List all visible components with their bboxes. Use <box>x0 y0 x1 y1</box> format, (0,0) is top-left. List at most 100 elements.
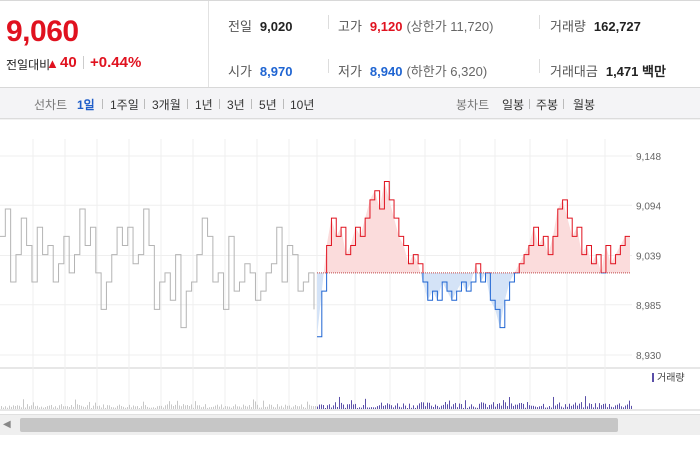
period-1y-tab[interactable]: 1년 <box>195 98 213 112</box>
volume-panel: 거래량 <box>1 372 685 409</box>
volume-bar <box>521 402 522 409</box>
volume-bar <box>589 403 590 409</box>
volume-bar <box>213 406 214 409</box>
volume-bar <box>139 407 140 409</box>
series-today-down-line <box>317 272 607 338</box>
period-1w-tab[interactable]: 1주일 <box>110 98 139 112</box>
volume-bar <box>367 407 368 409</box>
volume-bar <box>403 403 404 409</box>
volume-bar <box>363 405 364 409</box>
stat-value: 9,020 <box>259 19 293 34</box>
volume-bar <box>399 406 400 409</box>
series-today-up-line <box>326 181 630 273</box>
volume-bar <box>413 405 414 409</box>
volume-bar <box>601 405 602 409</box>
volume-bar <box>527 402 528 409</box>
volume-bar <box>127 407 128 409</box>
volume-bar <box>525 407 526 409</box>
period-10y-tab[interactable]: 10년 <box>290 98 315 112</box>
volume-bar <box>45 407 46 409</box>
volume-bar <box>209 407 210 409</box>
volume-bar <box>463 407 464 409</box>
volume-bar <box>51 404 52 409</box>
down-area-fill <box>317 272 515 337</box>
volume-bar <box>3 407 4 409</box>
volume-bar <box>507 406 508 409</box>
volume-bar <box>509 397 510 409</box>
volume-bar <box>523 403 524 409</box>
volume-bar <box>35 406 36 409</box>
volume-bar <box>351 400 352 409</box>
change-percent: +0.44% <box>90 54 142 71</box>
period-3y-tab[interactable]: 3년 <box>227 98 245 112</box>
volume-bar <box>121 406 122 409</box>
period-daily-candle-tab[interactable]: 일봉 <box>502 98 525 112</box>
volume-bar <box>95 402 96 409</box>
divider <box>539 15 540 29</box>
volume-legend-label: 거래량 <box>657 372 685 384</box>
volume-bar <box>1 406 2 409</box>
volume-bar <box>111 407 112 409</box>
volume-bar <box>535 406 536 409</box>
volume-bar <box>271 404 272 409</box>
divider <box>529 99 530 109</box>
volume-bar <box>575 402 576 409</box>
up-area-fill <box>317 181 630 273</box>
volume-bar <box>595 403 596 409</box>
volume-bar <box>435 404 436 409</box>
volume-bar <box>29 406 30 409</box>
volume-bar <box>457 407 458 409</box>
volume-bar <box>81 405 82 409</box>
volume-bar <box>63 406 64 409</box>
volume-bar <box>93 405 94 409</box>
volume-bar <box>409 403 410 409</box>
divider <box>102 99 103 109</box>
volume-bar <box>149 407 150 409</box>
volume-bar <box>587 406 588 409</box>
volume-bar <box>453 404 454 409</box>
volume-bar <box>441 405 442 409</box>
volume-bar <box>565 404 566 409</box>
volume-bar <box>305 407 306 409</box>
volume-bar <box>317 406 318 409</box>
volume-bar <box>13 405 14 409</box>
period-weekly-candle-tab[interactable]: 주봉 <box>536 98 559 112</box>
volume-bar <box>175 404 176 409</box>
volume-bar <box>273 406 274 409</box>
volume-bar <box>613 407 614 409</box>
volume-bar <box>419 403 420 409</box>
volume-bar <box>19 405 20 409</box>
volume-bar <box>429 402 430 409</box>
volume-bar <box>599 403 600 409</box>
volume-bar <box>179 405 180 409</box>
volume-bar <box>493 402 494 409</box>
volume-bar <box>465 400 466 409</box>
period-1d-tab[interactable]: 1일 <box>77 98 95 112</box>
volume-bar <box>289 405 290 409</box>
volume-bar <box>627 404 628 409</box>
period-monthly-candle-tab[interactable]: 월봉 <box>573 98 596 112</box>
volume-bar <box>201 407 202 409</box>
volume-bar <box>207 407 208 409</box>
divider <box>219 99 220 109</box>
stat-label: 고가 <box>338 19 362 34</box>
volume-bar <box>91 407 92 409</box>
volume-bar <box>167 404 168 409</box>
volume-bar <box>205 404 206 409</box>
chart-scrollbar[interactable]: ◀ <box>0 414 700 435</box>
volume-bar <box>593 407 594 409</box>
period-5y-tab[interactable]: 5년 <box>259 98 277 112</box>
volume-bar <box>579 403 580 409</box>
volume-bar <box>163 407 164 409</box>
stat-prev-close: 전일 9,020 <box>228 16 292 35</box>
volume-bar <box>369 407 370 409</box>
period-3m-tab[interactable]: 3개월 <box>152 98 181 112</box>
volume-bar <box>241 407 242 409</box>
volume-bar <box>31 405 32 409</box>
volume-bar <box>407 407 408 409</box>
scroll-left-arrow-icon[interactable]: ◀ <box>3 419 11 430</box>
divider <box>539 59 540 73</box>
stat-label: 거래량 <box>550 19 586 34</box>
volume-bar <box>267 406 268 409</box>
scrollbar-thumb[interactable] <box>20 418 618 432</box>
